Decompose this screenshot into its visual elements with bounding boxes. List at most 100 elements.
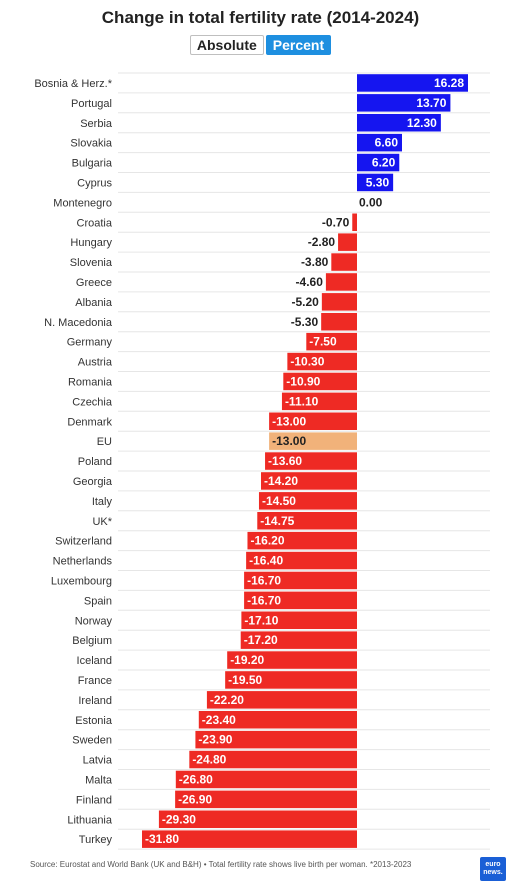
bar bbox=[357, 114, 441, 132]
value-label: -13.00 bbox=[272, 434, 306, 448]
bar bbox=[357, 94, 451, 112]
absolute-button[interactable]: Absolute bbox=[189, 35, 264, 55]
category-label: Hungary bbox=[70, 237, 112, 249]
bar bbox=[257, 512, 357, 530]
bar bbox=[158, 810, 357, 828]
bar bbox=[206, 691, 357, 709]
value-label: -19.20 bbox=[230, 653, 264, 667]
bar bbox=[306, 332, 357, 351]
value-label: -0.70 bbox=[322, 215, 350, 229]
bar bbox=[321, 293, 357, 311]
category-label: Albania bbox=[75, 297, 113, 309]
category-label: Italy bbox=[92, 496, 113, 508]
bar bbox=[246, 551, 357, 570]
category-label: Latvia bbox=[83, 755, 113, 767]
value-label: -16.40 bbox=[249, 554, 283, 568]
value-label: 12.30 bbox=[407, 116, 437, 130]
value-label: -24.80 bbox=[192, 753, 226, 767]
value-label: -26.80 bbox=[179, 772, 213, 786]
bar bbox=[258, 492, 357, 510]
value-label: -14.20 bbox=[264, 474, 298, 488]
value-label: -13.60 bbox=[268, 454, 302, 468]
percent-button[interactable]: Percent bbox=[265, 35, 332, 55]
value-label: -13.00 bbox=[272, 414, 306, 428]
category-label: Turkey bbox=[79, 834, 113, 846]
category-label: Croatia bbox=[77, 217, 113, 229]
bar bbox=[247, 531, 357, 550]
category-label: Sweden bbox=[72, 735, 112, 747]
bar bbox=[244, 591, 357, 610]
value-label: -17.10 bbox=[244, 613, 278, 627]
category-label: Ireland bbox=[78, 695, 112, 707]
category-label: Slovenia bbox=[70, 257, 113, 269]
bar bbox=[357, 153, 400, 172]
category-label: Serbia bbox=[80, 118, 113, 130]
value-label: -31.80 bbox=[145, 832, 179, 846]
bar bbox=[352, 213, 357, 231]
category-label: Malta bbox=[85, 774, 113, 786]
value-label: -5.20 bbox=[291, 295, 319, 309]
value-label: 0.00 bbox=[359, 195, 383, 209]
bar bbox=[260, 472, 357, 490]
category-label: Norway bbox=[75, 615, 113, 627]
bar bbox=[269, 432, 357, 450]
value-label: 6.20 bbox=[372, 156, 396, 170]
category-label: UK* bbox=[92, 516, 112, 528]
logo-line-1: euro bbox=[485, 861, 501, 868]
bar bbox=[283, 372, 357, 391]
category-label: Switzerland bbox=[55, 536, 112, 548]
category-label: Slovakia bbox=[70, 138, 112, 150]
chart-title: Change in total fertility rate (2014-202… bbox=[101, 8, 420, 27]
value-label: -23.40 bbox=[202, 713, 236, 727]
bar bbox=[287, 352, 357, 371]
bar bbox=[175, 770, 357, 789]
category-label: Montenegro bbox=[53, 197, 112, 209]
bar bbox=[142, 830, 357, 848]
category-label: Spain bbox=[84, 595, 112, 607]
category-label: Iceland bbox=[77, 655, 112, 667]
bar bbox=[357, 74, 468, 92]
bar bbox=[357, 133, 402, 152]
category-label: Germany bbox=[67, 337, 113, 349]
bar bbox=[269, 412, 357, 430]
value-label: -16.70 bbox=[247, 593, 281, 607]
value-label: -26.90 bbox=[178, 792, 212, 806]
category-label: Portugal bbox=[71, 98, 112, 110]
euronews-logo: euro news. bbox=[480, 857, 506, 881]
value-label: -4.60 bbox=[296, 275, 324, 289]
value-label: -19.50 bbox=[228, 673, 262, 687]
source-note: Source: Eurostat and World Bank (UK and … bbox=[30, 860, 412, 869]
bar bbox=[321, 313, 357, 331]
category-label: Belgium bbox=[72, 635, 112, 647]
category-label: Czechia bbox=[72, 396, 113, 408]
category-label: France bbox=[78, 675, 112, 687]
category-label: Romania bbox=[68, 376, 113, 388]
bar bbox=[338, 233, 357, 251]
category-label: Georgia bbox=[73, 476, 113, 488]
value-label: -14.75 bbox=[260, 514, 294, 528]
bar bbox=[189, 750, 357, 769]
bar bbox=[265, 452, 357, 470]
category-label: Denmark bbox=[67, 416, 112, 428]
value-label: -10.90 bbox=[286, 374, 320, 388]
value-label: -23.90 bbox=[198, 733, 232, 747]
value-label: 6.60 bbox=[375, 136, 399, 150]
value-label: -22.20 bbox=[210, 693, 244, 707]
value-label: -16.20 bbox=[250, 534, 284, 548]
value-label: -10.30 bbox=[290, 355, 324, 369]
value-label: 13.70 bbox=[416, 96, 446, 110]
bar bbox=[175, 790, 357, 809]
mode-toggle: Absolute Percent bbox=[0, 35, 521, 55]
value-label: -29.30 bbox=[162, 812, 196, 826]
bar bbox=[225, 671, 357, 689]
bar bbox=[195, 730, 357, 749]
category-label: Bulgaria bbox=[72, 158, 113, 170]
value-label: 16.28 bbox=[434, 76, 464, 90]
category-label: Netherlands bbox=[53, 556, 113, 568]
bar bbox=[240, 631, 357, 649]
category-label: Lithuania bbox=[67, 814, 113, 826]
bar bbox=[241, 611, 357, 629]
logo-line-2: news. bbox=[483, 869, 503, 876]
bar bbox=[357, 173, 394, 192]
